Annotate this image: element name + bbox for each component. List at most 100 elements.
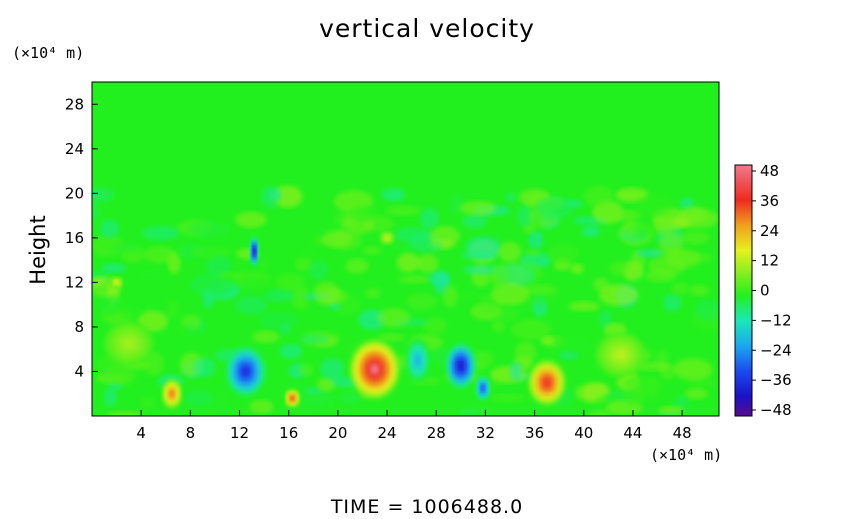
texture-blob bbox=[615, 187, 649, 203]
texture-blob bbox=[313, 281, 340, 306]
y-tick-label: 12 bbox=[65, 273, 84, 291]
texture-blob bbox=[689, 284, 710, 296]
texture-blob bbox=[275, 273, 306, 291]
texture-blob bbox=[659, 232, 684, 254]
texture-blob bbox=[663, 293, 682, 312]
texture-blob bbox=[461, 250, 499, 261]
texture-blob bbox=[587, 410, 612, 416]
texture-blob bbox=[536, 196, 576, 219]
texture-blob bbox=[636, 249, 664, 258]
texture-blob bbox=[110, 243, 143, 253]
texture-blob bbox=[423, 317, 447, 335]
updraft-cell bbox=[115, 281, 118, 284]
texture-blob bbox=[345, 258, 369, 274]
y-tick-label: 24 bbox=[65, 140, 84, 158]
texture-blob bbox=[324, 402, 348, 416]
texture-blob bbox=[136, 269, 162, 280]
downdraft-cell bbox=[481, 386, 485, 391]
x-tick-label: 4 bbox=[136, 424, 146, 442]
x-tick-label: 16 bbox=[279, 424, 298, 442]
x-tick-label: 44 bbox=[623, 424, 642, 442]
texture-blob bbox=[92, 408, 102, 416]
texture-blob bbox=[487, 393, 526, 403]
texture-blob bbox=[488, 266, 510, 289]
texture-blob bbox=[598, 310, 613, 329]
texture-blob bbox=[491, 282, 530, 306]
texture-blob bbox=[309, 260, 328, 281]
texture-blob bbox=[637, 193, 673, 218]
x-tick-label: 40 bbox=[574, 424, 593, 442]
texture-blob bbox=[624, 374, 661, 395]
texture-blob bbox=[191, 246, 231, 259]
texture-blob bbox=[671, 282, 690, 295]
texture-blob bbox=[393, 227, 431, 243]
texture-blob bbox=[429, 226, 460, 247]
texture-blob bbox=[399, 274, 431, 284]
texture-blob bbox=[420, 208, 439, 229]
texture-blob bbox=[568, 301, 600, 312]
texture-blob bbox=[581, 225, 601, 238]
texture-blob bbox=[406, 293, 437, 310]
texture-blob bbox=[623, 220, 639, 237]
x-tick-label: 36 bbox=[525, 424, 544, 442]
updraft-cell bbox=[543, 378, 550, 387]
texture-blob bbox=[174, 324, 195, 336]
x-tick-label: 24 bbox=[378, 424, 397, 442]
texture-blob bbox=[316, 377, 336, 392]
y-tick-label: 28 bbox=[65, 95, 84, 113]
downdraft-cell bbox=[415, 356, 420, 365]
texture-blob bbox=[491, 319, 506, 333]
colorbar-tick-label: 0 bbox=[760, 282, 770, 300]
texture-blob bbox=[498, 241, 522, 263]
colorbar-tick-label: −48 bbox=[760, 401, 792, 419]
colorbar-tick-label: −12 bbox=[760, 311, 792, 329]
texture-blob bbox=[320, 358, 345, 379]
updraft-cell bbox=[124, 339, 133, 348]
texture-blob bbox=[193, 357, 216, 377]
texture-blob bbox=[101, 263, 127, 273]
texture-blob bbox=[459, 200, 497, 216]
texture-blob bbox=[450, 292, 479, 301]
texture-blob bbox=[681, 230, 710, 245]
texture-blob bbox=[206, 253, 232, 278]
texture-blob bbox=[365, 287, 381, 299]
texture-blob bbox=[183, 390, 214, 408]
texture-blob bbox=[298, 363, 314, 377]
colorbar-tick-label: 24 bbox=[760, 222, 779, 240]
texture-blob bbox=[680, 206, 707, 224]
texture-blob bbox=[478, 396, 496, 416]
texture-blob bbox=[299, 334, 330, 345]
texture-blob bbox=[258, 260, 271, 271]
texture-blob bbox=[599, 284, 639, 306]
downdraft-cell bbox=[242, 367, 249, 376]
y-ticks: 4 8 12 16 20 24 28 bbox=[65, 95, 98, 380]
plot-frame bbox=[91, 81, 720, 417]
texture-blob bbox=[348, 205, 381, 222]
texture-blob bbox=[584, 185, 613, 207]
texture-blob bbox=[92, 235, 124, 258]
texture-blob bbox=[242, 278, 274, 295]
texture-blob bbox=[471, 351, 494, 368]
texture-blob bbox=[509, 361, 523, 381]
texture-blob bbox=[462, 214, 487, 229]
texture-blob bbox=[100, 219, 120, 239]
texture-blob bbox=[92, 201, 101, 221]
texture-blob bbox=[235, 211, 267, 228]
x-axis-unit: (×10⁴ m) bbox=[650, 446, 723, 464]
texture-blob bbox=[658, 406, 685, 416]
texture-blob bbox=[397, 252, 421, 273]
texture-blob bbox=[592, 200, 624, 224]
texture-blob bbox=[140, 397, 156, 409]
texture-blob bbox=[279, 323, 292, 335]
x-tick-label: 28 bbox=[427, 424, 446, 442]
texture-blob bbox=[339, 391, 362, 405]
texture-blob bbox=[653, 216, 675, 236]
updraft-cell bbox=[170, 391, 174, 397]
updraft-cell bbox=[385, 236, 389, 239]
texture-blob bbox=[645, 269, 677, 283]
updraft-cell bbox=[370, 364, 379, 375]
texture-blob bbox=[554, 334, 593, 356]
x-tick-label: 48 bbox=[673, 424, 692, 442]
texture-blob bbox=[214, 392, 228, 415]
